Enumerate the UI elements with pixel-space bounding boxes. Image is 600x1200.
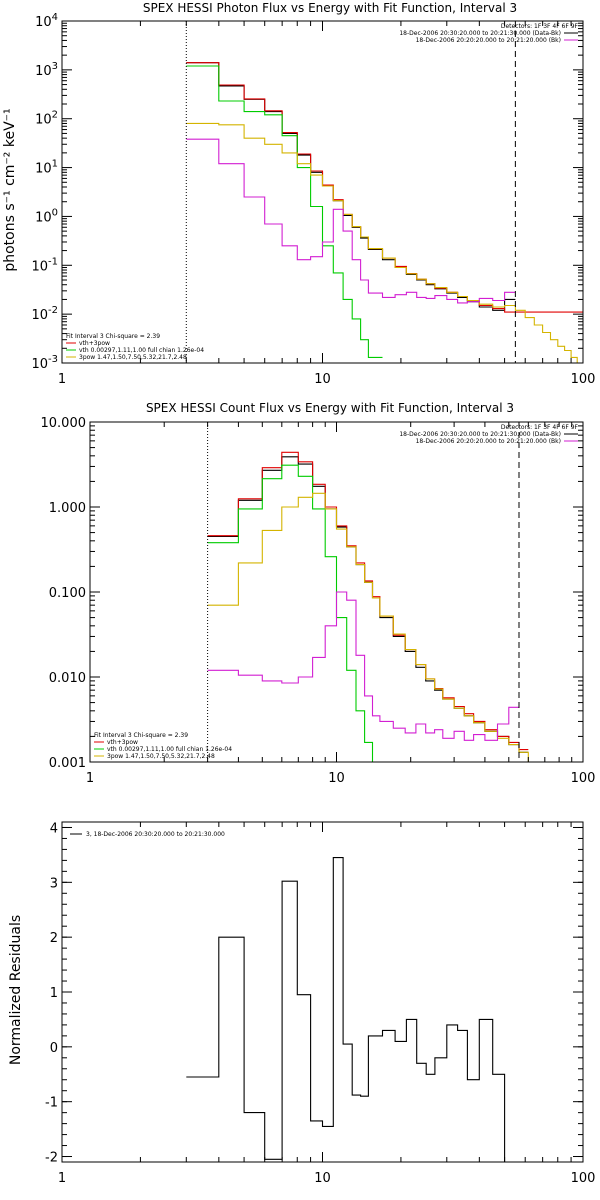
photon-flux-title: SPEX HESSI Photon Flux vs Energy with Fi… — [143, 1, 517, 15]
y-tick-label: 10-2 — [31, 305, 58, 323]
x-tick-label: 100 — [571, 771, 596, 786]
x-tick-label: 1 — [58, 1171, 66, 1186]
series-2-line — [207, 464, 380, 762]
legend-entry: Fit Interval 3 Chi-square = 2.39 — [94, 732, 188, 739]
y-tick-label: 1 — [50, 986, 58, 1001]
residuals-ylabel: Normalized Residuals — [8, 915, 24, 1065]
legend-entry: vth+3pow — [107, 739, 138, 746]
y-tick-label: -1 — [45, 1096, 58, 1111]
legend-entry: vth 0.00297,1.11,1.00 full chian 1.26e-0… — [107, 746, 232, 753]
x-tick-label: 10 — [328, 771, 345, 786]
series-3-line — [186, 122, 583, 363]
y-tick-label: 10-1 — [31, 256, 58, 274]
y-tick-label: 101 — [35, 159, 58, 177]
legend-entry: Detectors: 1F 3F 4F 6F 9F — [501, 23, 579, 30]
count-flux-panel: SPEX HESSI Count Flux vs Energy with Fit… — [41, 401, 596, 786]
y-tick-label: 3 — [50, 876, 58, 891]
y-tick-label: 10.000 — [41, 416, 87, 431]
y-tick-label: 0 — [50, 1041, 58, 1056]
y-tick-label: 100 — [35, 207, 58, 225]
x-tick-label: 100 — [571, 372, 596, 387]
y-tick-label: 103 — [35, 61, 58, 79]
series-4-line — [186, 138, 516, 304]
series-4-line — [207, 591, 519, 741]
legend-entry: vth 0.00297,1.11,1.00 full chian 1.26e-0… — [79, 347, 204, 354]
legend-entry: 18-Dec-2006 20:30:20.000 to 20:21:30.000… — [399, 30, 561, 37]
legend-entry: 3pow 1.47,1.50,7.50,5.32,21.7,2.48 — [107, 753, 215, 760]
y-tick-label: 0.010 — [49, 671, 86, 686]
y-tick-label: 102 — [35, 110, 58, 128]
series-1-line — [186, 62, 583, 313]
series-0-line — [186, 857, 516, 1162]
legend-entry: Detectors: 1F 3F 4F 6F 9F — [501, 424, 579, 431]
y-tick-label: 10-3 — [31, 354, 58, 372]
x-tick-label: 10 — [314, 372, 331, 387]
y-tick-label: 1.000 — [49, 501, 86, 516]
legend-entry: 18-Dec-2006 20:30:20.000 to 20:21:30.000… — [399, 431, 561, 438]
y-tick-label: 4 — [50, 821, 58, 836]
series-1-line — [207, 451, 529, 751]
legend-entry: 18-Dec-2006 20:20:20.000 to 20:21:20.000… — [416, 438, 561, 445]
x-tick-label: 1 — [58, 372, 66, 387]
legend-entry: vth+3pow — [79, 340, 110, 347]
legend-entry: 3, 18-Dec-2006 20:30:20.000 to 20:21:30.… — [86, 831, 225, 838]
photon-flux-ylabel: photons s⁻¹ cm⁻² keV⁻¹ — [2, 108, 18, 271]
y-tick-label: -2 — [45, 1151, 58, 1166]
x-tick-label: 10 — [314, 1171, 331, 1186]
count-flux-title: SPEX HESSI Count Flux vs Energy with Fit… — [146, 401, 514, 415]
legend-entry: 18-Dec-2006 20:20:20.000 to 20:21:20.000… — [416, 37, 561, 44]
legend-entry: 3pow 1.47,1.50,7.50,5.32,21.7,2.48 — [79, 354, 187, 361]
series-0-line — [207, 456, 529, 753]
y-tick-label: 2 — [50, 931, 58, 946]
series-2-line — [186, 65, 383, 358]
series-3-line — [207, 492, 537, 762]
y-tick-label: 0.001 — [49, 756, 86, 771]
series-0-line — [186, 62, 516, 311]
y-tick-label: 104 — [35, 12, 58, 30]
legend-entry: Fit Interval 3 Chi-square = 2.39 — [66, 333, 160, 340]
y-tick-label: 0.100 — [49, 586, 86, 601]
x-tick-label: 1 — [86, 771, 94, 786]
x-tick-label: 100 — [571, 1171, 596, 1186]
photon-flux-panel: SPEX HESSI Photon Flux vs Energy with Fi… — [2, 1, 595, 387]
residuals-panel: Normalized Residuals 1 10 100 -2 -1 0 1 2 3 4 3, 1… — [8, 821, 595, 1186]
